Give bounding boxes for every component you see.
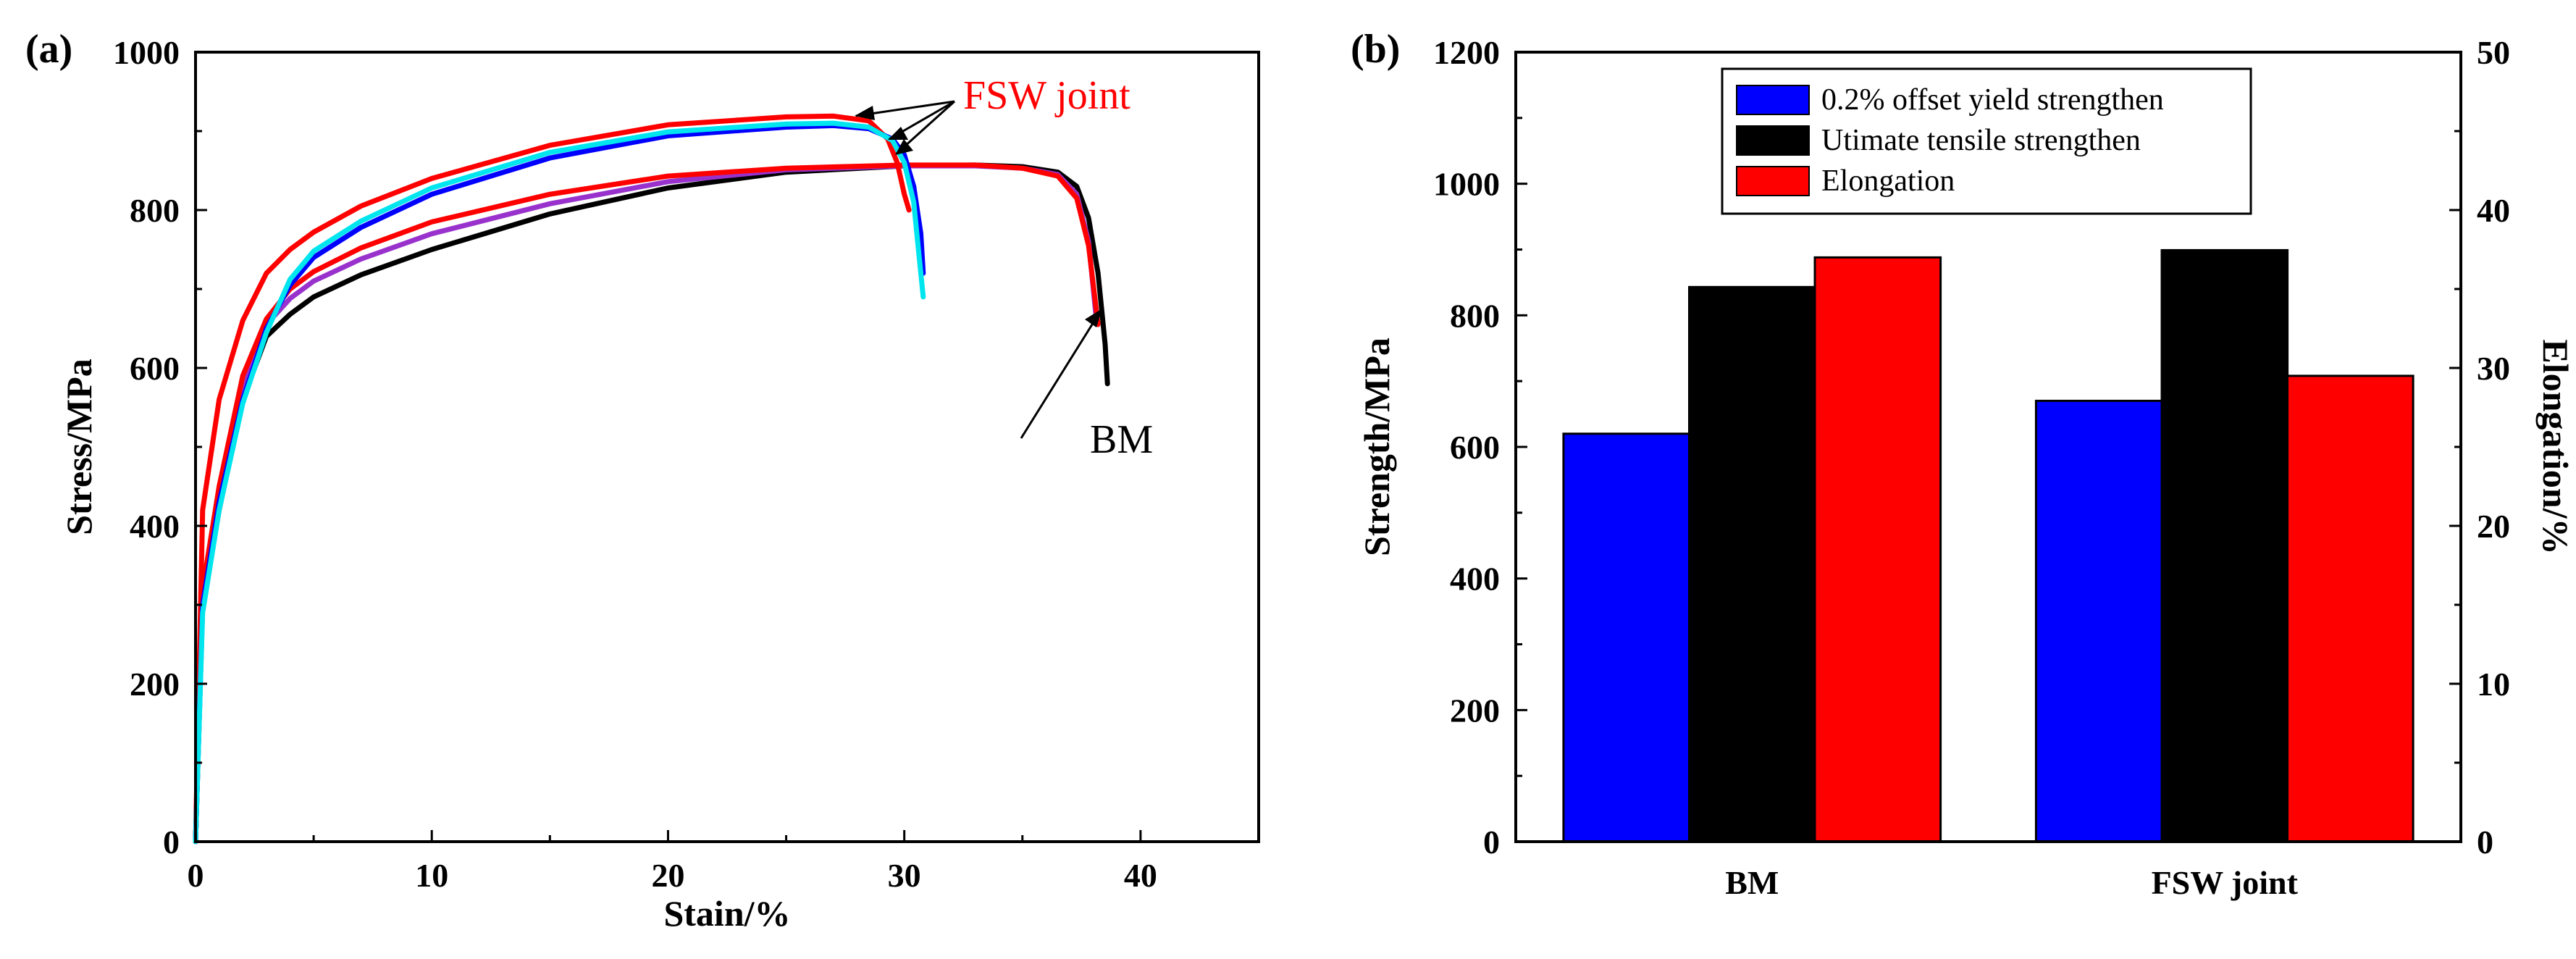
legend-label-elongation: Elongation	[1821, 164, 1955, 198]
left-y-tick-label: 200	[1450, 692, 1500, 729]
bm-annotation-arrow	[1020, 309, 1102, 439]
line-bm-3	[193, 162, 1101, 845]
line-fsw-1	[193, 113, 912, 845]
left-y-tick-label: 400	[1450, 561, 1500, 598]
bar-bm-elongation	[1813, 256, 1942, 843]
bar-fsw-joint-0-2-offset-yield-strengthen	[2034, 399, 2163, 843]
panel-a-series-group	[193, 113, 1110, 845]
y-tick-label: 1000	[113, 34, 180, 71]
right-y-tick-label: 50	[2477, 34, 2510, 71]
line-fsw-3	[193, 120, 926, 845]
y-tick-label: 600	[130, 350, 180, 387]
right-y-tick-label: 10	[2477, 666, 2510, 703]
bm-annotation: BM	[1090, 417, 1153, 462]
category-label-bm: BM	[1725, 864, 1779, 901]
category-label-fsw-joint: FSW joint	[2152, 864, 2299, 901]
fsw-arrowhead-3	[895, 139, 913, 155]
legend-box	[1721, 67, 2252, 215]
right-y-tick-label: 30	[2477, 350, 2510, 387]
fsw-arrowhead-2	[888, 127, 908, 140]
y-tick-label: 400	[130, 508, 180, 545]
panel-b-right-axis-title: Elongation/%	[2535, 339, 2576, 554]
legend-label-0-2-offset-yield-strengthen: 0.2% offset yield strengthen	[1821, 83, 2164, 117]
x-tick-label: 0	[188, 857, 204, 894]
panel-b-label: (b)	[1351, 27, 1400, 72]
fsw-joint-annotation: FSW joint	[963, 73, 1130, 118]
bar-fsw-joint-utimate-tensile-strengthen	[2160, 248, 2289, 843]
legend-swatch-utimate-tensile-strengthen	[1736, 125, 1810, 156]
bar-bm-0-2-offset-yield-strengthen	[1562, 432, 1690, 843]
panel-b-ticks: 0 200 400 600 800 1000 1200 0 10 20 30 40 50	[1433, 34, 2510, 860]
x-tick-label: 10	[415, 857, 448, 894]
panel-a-x-axis-title: Stain/%	[663, 893, 790, 934]
right-y-tick-label: 0	[2477, 824, 2493, 860]
bar-fsw-joint-elongation	[2286, 374, 2415, 843]
right-y-tick-label: 20	[2477, 508, 2510, 545]
y-tick-label: 0	[163, 824, 180, 860]
panel-a-y-axis-title: Stress/MPa	[59, 359, 99, 535]
legend-swatch-0-2-offset-yield-strengthen	[1736, 85, 1810, 115]
panel-a-label: (a)	[25, 27, 72, 72]
panel-b-bars-group: BM FSW joint	[1562, 248, 2415, 901]
panel-b-legend: 0.2% offset yield strengthen Utimate tens…	[1721, 67, 2252, 215]
fsw-annotation-arrows	[855, 100, 956, 155]
legend-label-utimate-tensile-strengthen: Utimate tensile strengthen	[1821, 124, 2141, 157]
left-y-tick-label: 800	[1450, 297, 1500, 334]
bm-arrow-line	[1020, 312, 1101, 439]
fsw-arrowhead-1	[855, 106, 875, 120]
y-tick-label: 800	[130, 192, 180, 229]
bar-bm-utimate-tensile-strengthen	[1688, 285, 1816, 843]
right-y-tick-label: 40	[2477, 192, 2510, 229]
left-y-tick-label: 600	[1450, 429, 1500, 466]
x-tick-label: 30	[888, 857, 921, 894]
left-y-tick-label: 1200	[1433, 34, 1500, 71]
y-tick-label: 200	[130, 666, 180, 703]
panel-b-left-axis-title: Strength/MPa	[1356, 338, 1397, 556]
left-y-tick-label: 1000	[1433, 166, 1500, 203]
bm-arrowhead	[1085, 309, 1102, 327]
panel-b-strength-bar-chart: (b) BM FSW joint 0 200 400 600 800 1000 1200 0 10…	[1351, 27, 2576, 901]
left-y-tick-label: 0	[1483, 824, 1500, 860]
legend-swatch-elongation	[1736, 166, 1810, 196]
x-tick-label: 40	[1124, 857, 1157, 894]
x-tick-label: 20	[651, 857, 684, 894]
